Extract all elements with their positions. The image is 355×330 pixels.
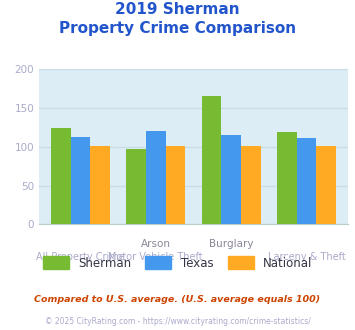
Bar: [51, 128, 71, 224]
Text: Property Crime Comparison: Property Crime Comparison: [59, 21, 296, 36]
Text: 2019 Sherman: 2019 Sherman: [115, 2, 240, 16]
Bar: [241, 146, 261, 224]
Bar: [297, 138, 316, 224]
Text: Motor Vehicle Theft: Motor Vehicle Theft: [109, 252, 203, 262]
Bar: [90, 146, 110, 224]
Text: All Property Crime: All Property Crime: [36, 252, 125, 262]
Text: © 2025 CityRating.com - https://www.cityrating.com/crime-statistics/: © 2025 CityRating.com - https://www.city…: [45, 317, 310, 326]
Text: Arson: Arson: [141, 239, 171, 249]
Bar: [71, 137, 90, 224]
Bar: [316, 146, 336, 224]
Bar: [222, 135, 241, 224]
Text: Burglary: Burglary: [209, 239, 253, 249]
Bar: [165, 146, 185, 224]
Bar: [277, 132, 297, 224]
Bar: [146, 131, 165, 224]
Text: Compared to U.S. average. (U.S. average equals 100): Compared to U.S. average. (U.S. average …: [34, 295, 321, 304]
Bar: [202, 96, 222, 224]
Text: Larceny & Theft: Larceny & Theft: [268, 252, 345, 262]
Bar: [126, 149, 146, 224]
Legend: Sherman, Texas, National: Sherman, Texas, National: [43, 256, 312, 270]
